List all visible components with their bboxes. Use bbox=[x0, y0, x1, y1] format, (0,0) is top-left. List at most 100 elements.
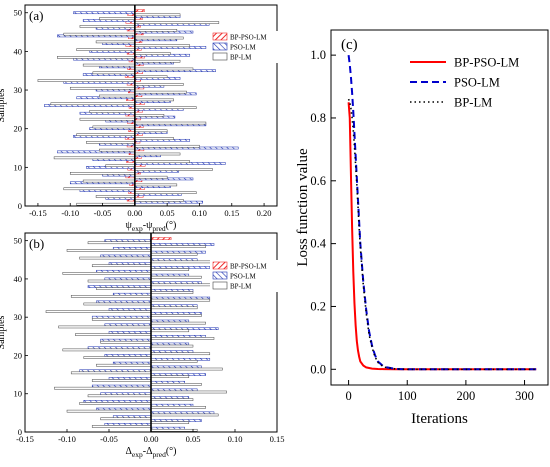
bar-bp-lm-sample-34 bbox=[83, 302, 152, 306]
legend-label-bp-lm: BP-LM bbox=[230, 283, 252, 291]
bar-pso-lm-sample-31 bbox=[150, 312, 202, 315]
bar-bp-lm-sample-9 bbox=[150, 398, 194, 401]
bar-bp-lm-sample-6 bbox=[66, 409, 152, 413]
bar-pso-lm-sample-29 bbox=[150, 319, 190, 323]
bar-bp-lm-sample-19 bbox=[76, 133, 136, 136]
y-tick-label: 0 bbox=[18, 427, 22, 437]
legend-label-bp-lm: BP-LM bbox=[454, 96, 492, 110]
bar-pso-lm-sample-35 bbox=[150, 296, 211, 300]
y-tick-label: 40 bbox=[14, 46, 23, 56]
legend-swatch-pso-lm bbox=[212, 42, 228, 51]
bar-bp-lm-sample-7 bbox=[150, 406, 206, 409]
bar-pso-lm-sample-47 bbox=[150, 250, 206, 254]
x-axis-label: Δexp-Δpred(°) bbox=[125, 446, 176, 459]
x-tick-label: -0.10 bbox=[61, 208, 79, 218]
y-axis-label: Loss function value bbox=[295, 148, 311, 267]
x-axis-label: Iterations bbox=[411, 411, 468, 427]
x-axis-label-part: (°) bbox=[166, 220, 177, 231]
bar-bp-lm-sample-41 bbox=[76, 48, 136, 51]
x-tick-label: 0.05 bbox=[160, 208, 175, 218]
x-tick-label: 0.05 bbox=[186, 434, 201, 444]
bar-pso-lm-sample-12 bbox=[91, 384, 152, 388]
bar-bp-lm-sample-43 bbox=[150, 268, 190, 271]
x-axis-label-subscript: pred bbox=[153, 450, 167, 459]
bar-bp-lm-sample-13 bbox=[53, 156, 136, 160]
x-tick-label: 0.10 bbox=[192, 208, 207, 218]
legend-label-bp-pso-lm: BP-PSO-LM bbox=[454, 56, 519, 70]
bar-pso-lm-sample-46 bbox=[100, 254, 152, 258]
bar-bp-lm-sample-3 bbox=[150, 421, 190, 424]
y-axis-label: Samples bbox=[0, 315, 7, 349]
x-axis-label-subscript: exp bbox=[132, 224, 143, 233]
bar-bp-lm-sample-16 bbox=[70, 371, 152, 375]
x-tick-label: 0.15 bbox=[270, 434, 285, 444]
bar-bp-lm-sample-1 bbox=[76, 202, 136, 206]
y-tick-label: 10 bbox=[14, 162, 23, 172]
panel-c: 0 100 200 300 0.0 0.2 0.4 0.6 0.8 1.0 Iterations Lo… bbox=[295, 29, 549, 427]
bar-bp-lm-sample-39 bbox=[57, 56, 136, 59]
bar-bp-lm-sample-8 bbox=[134, 175, 168, 179]
bar-bp-lm-sample-17 bbox=[150, 367, 223, 371]
bar-pso-lm-sample-5 bbox=[150, 411, 215, 415]
bar-pso-lm-sample-37 bbox=[150, 289, 194, 292]
bar-bp-lm-sample-36 bbox=[70, 295, 152, 298]
bar-bp-lm-sample-28 bbox=[134, 98, 174, 102]
x-tick-label: 200 bbox=[457, 389, 476, 403]
bar-pso-lm-sample-3 bbox=[150, 419, 202, 422]
bar-bp-lm-sample-31 bbox=[150, 314, 202, 317]
bar-bp-pso-lm-sample-50 bbox=[134, 9, 145, 12]
bar-pso-lm-sample-2 bbox=[104, 423, 152, 426]
bar-bp-lm-sample-6 bbox=[134, 183, 178, 187]
bar-pso-lm-sample-19 bbox=[150, 357, 211, 361]
bar-pso-lm-sample-16 bbox=[79, 369, 152, 373]
bar-bp-lm-sample-40 bbox=[134, 52, 171, 55]
bar-bp-lm-sample-10 bbox=[87, 394, 152, 398]
y-tick-label: 30 bbox=[14, 312, 23, 322]
y-tick-label: 0.2 bbox=[310, 299, 326, 313]
bar-pso-lm-sample-13 bbox=[150, 380, 185, 384]
bar-bp-lm-sample-28 bbox=[58, 325, 152, 329]
legend-label-bp-pso-lm: BP-PSO-LM bbox=[230, 263, 267, 271]
bar-bp-lm-sample-18 bbox=[134, 137, 174, 140]
bar-pso-lm-sample-6 bbox=[96, 407, 152, 411]
x-axis-label-part: -Δ bbox=[143, 446, 153, 457]
bar-bp-lm-sample-47 bbox=[79, 25, 136, 28]
bar-bp-lm-sample-36 bbox=[134, 67, 194, 71]
bar-bp-lm-sample-45 bbox=[150, 260, 219, 264]
legend-label-pso-lm: PSO-LM bbox=[230, 44, 256, 52]
bar-pso-lm-sample-45 bbox=[150, 258, 198, 262]
bar-pso-lm-sample-23 bbox=[150, 342, 190, 346]
bar-bp-lm-sample-14 bbox=[91, 379, 152, 382]
y-tick-label: 20 bbox=[14, 350, 23, 360]
bar-pso-lm-sample-42 bbox=[96, 269, 152, 273]
bar-pso-lm-sample-26 bbox=[108, 331, 152, 334]
panel-label: (b) bbox=[29, 236, 44, 251]
bar-bp-lm-sample-42 bbox=[134, 44, 191, 48]
bar-bp-lm-sample-17 bbox=[86, 141, 136, 144]
bar-pso-lm-sample-41 bbox=[150, 273, 190, 277]
bar-pso-lm-sample-49 bbox=[150, 243, 215, 246]
bar-bp-lm-sample-4 bbox=[134, 191, 197, 194]
y-tick-label: 0.0 bbox=[310, 362, 326, 376]
bar-pso-lm-sample-11 bbox=[150, 388, 198, 392]
bar-pso-lm-sample-50 bbox=[104, 239, 152, 242]
y-tick-label: 1.0 bbox=[310, 48, 326, 62]
legend-swatch-bp-pso-lm bbox=[212, 261, 228, 270]
bar-bp-lm-sample-50 bbox=[134, 13, 181, 17]
bar-bp-lm-sample-5 bbox=[150, 413, 219, 417]
bar-bp-lm-sample-37 bbox=[150, 291, 194, 294]
y-tick-label: 0 bbox=[18, 201, 22, 211]
bar-bp-lm-sample-10 bbox=[134, 168, 213, 171]
x-axis-label-part: (°) bbox=[166, 446, 177, 457]
bar-bp-lm-sample-35 bbox=[92, 71, 136, 75]
legend-label-pso-lm: PSO-LM bbox=[454, 76, 500, 90]
x-tick-label: -0.10 bbox=[58, 434, 76, 444]
bar-bp-lm-sample-3 bbox=[95, 195, 136, 198]
bar-pso-lm-sample-20 bbox=[104, 354, 152, 357]
bar-bp-lm-sample-26 bbox=[75, 333, 152, 336]
legend-swatch-bp-pso-lm bbox=[212, 32, 228, 41]
bar-pso-lm-sample-1 bbox=[150, 426, 185, 430]
bar-bp-lm-sample-29 bbox=[150, 321, 206, 325]
bar-pso-lm-sample-27 bbox=[150, 327, 219, 330]
